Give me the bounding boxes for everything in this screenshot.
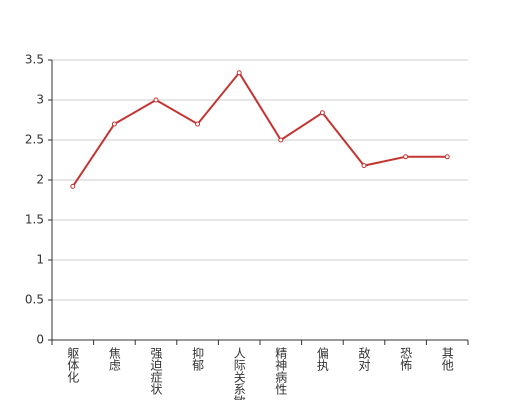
point xyxy=(403,154,409,160)
x-tick-label: 抑郁 xyxy=(191,346,205,372)
y-tick-label: 3.5 xyxy=(25,53,44,67)
x-tick-label: 焦虑 xyxy=(107,347,121,371)
line xyxy=(71,71,448,187)
x-tick-label: 偏执 xyxy=(315,346,329,372)
point xyxy=(70,183,76,189)
point xyxy=(278,137,284,143)
y-tick-label: 3 xyxy=(36,93,44,107)
point xyxy=(153,97,159,103)
x-tick-label: 强迫症状 xyxy=(149,347,163,395)
point xyxy=(236,70,242,76)
point xyxy=(195,121,201,127)
y-tick-label: 0 xyxy=(36,333,44,347)
y-tick-label: 1 xyxy=(36,253,44,267)
x-tick-label: 恐怖 xyxy=(399,347,413,371)
y-tick-label: 2 xyxy=(36,173,44,187)
y-tick-label: 1.5 xyxy=(25,213,44,227)
x-tick-label: 敌对 xyxy=(357,346,371,371)
y-tick-label: 0.5 xyxy=(25,293,44,307)
x-tick-label: 人际关系敏感 xyxy=(232,347,246,400)
point xyxy=(361,163,367,169)
x-tick-label: 躯体化 xyxy=(66,346,80,384)
point xyxy=(319,110,325,116)
point xyxy=(111,121,117,127)
x-tick-label: 其他 xyxy=(440,347,454,371)
x-tick-label: 精神病性 xyxy=(274,347,288,396)
point xyxy=(444,154,450,160)
y-tick-label: 2.5 xyxy=(25,133,44,147)
